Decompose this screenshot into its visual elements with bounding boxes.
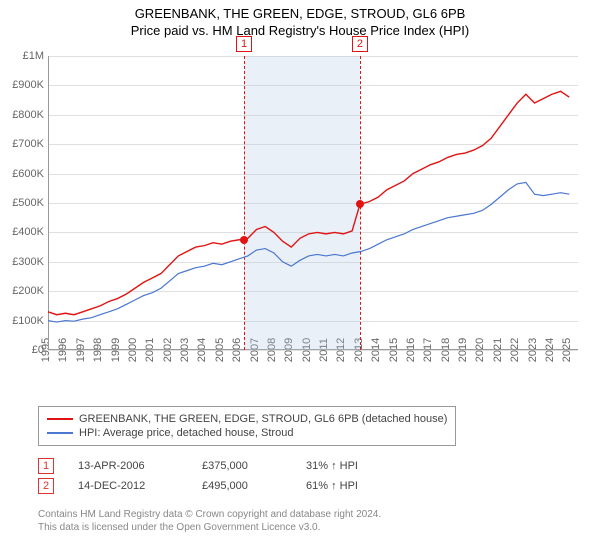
y-tick-label: £400K bbox=[12, 226, 48, 238]
marker-row: 1 13-APR-2006 £375,000 31% ↑ HPI bbox=[38, 458, 358, 474]
series-property bbox=[48, 91, 569, 314]
footer: Contains HM Land Registry data © Crown c… bbox=[38, 508, 381, 534]
y-tick-label: £1M bbox=[23, 50, 48, 62]
y-tick-label: £900K bbox=[12, 79, 48, 91]
marker-row-badge: 1 bbox=[38, 458, 54, 474]
legend-swatch bbox=[47, 432, 73, 434]
marker-row-delta: 31% ↑ HPI bbox=[306, 460, 358, 472]
y-tick-label: £800K bbox=[12, 109, 48, 121]
marker-row-badge: 2 bbox=[38, 478, 54, 494]
y-tick-label: £200K bbox=[12, 285, 48, 297]
legend-label: GREENBANK, THE GREEN, EDGE, STROUD, GL6 … bbox=[79, 413, 447, 425]
y-tick-label: £600K bbox=[12, 168, 48, 180]
legend-item: GREENBANK, THE GREEN, EDGE, STROUD, GL6 … bbox=[47, 413, 447, 425]
marker-badge: 2 bbox=[352, 36, 368, 52]
y-tick-label: £500K bbox=[12, 197, 48, 209]
legend-item: HPI: Average price, detached house, Stro… bbox=[47, 427, 447, 439]
price-chart: £0£100K£200K£300K£400K£500K£600K£700K£80… bbox=[48, 56, 578, 350]
marker-row-price: £375,000 bbox=[202, 460, 282, 472]
marker-badge: 1 bbox=[236, 36, 252, 52]
legend-label: HPI: Average price, detached house, Stro… bbox=[79, 427, 293, 439]
footer-line-2: This data is licensed under the Open Gov… bbox=[38, 521, 381, 534]
legend-swatch bbox=[47, 418, 73, 420]
marker-row-price: £495,000 bbox=[202, 480, 282, 492]
chart-lines bbox=[48, 56, 578, 350]
marker-table: 1 13-APR-2006 £375,000 31% ↑ HPI 2 14-DEC-201… bbox=[38, 454, 358, 498]
series-hpi bbox=[48, 182, 569, 322]
footer-line-1: Contains HM Land Registry data © Crown c… bbox=[38, 508, 381, 521]
marker-row-date: 14-DEC-2012 bbox=[78, 480, 178, 492]
y-tick-label: £100K bbox=[12, 315, 48, 327]
legend: GREENBANK, THE GREEN, EDGE, STROUD, GL6 … bbox=[38, 406, 456, 446]
marker-row-delta: 61% ↑ HPI bbox=[306, 480, 358, 492]
marker-row-date: 13-APR-2006 bbox=[78, 460, 178, 472]
page-subtitle: Price paid vs. HM Land Registry's House … bbox=[0, 23, 600, 38]
y-tick-label: £300K bbox=[12, 256, 48, 268]
y-tick-label: £700K bbox=[12, 138, 48, 150]
page-title: GREENBANK, THE GREEN, EDGE, STROUD, GL6 … bbox=[0, 6, 600, 21]
marker-row: 2 14-DEC-2012 £495,000 61% ↑ HPI bbox=[38, 478, 358, 494]
